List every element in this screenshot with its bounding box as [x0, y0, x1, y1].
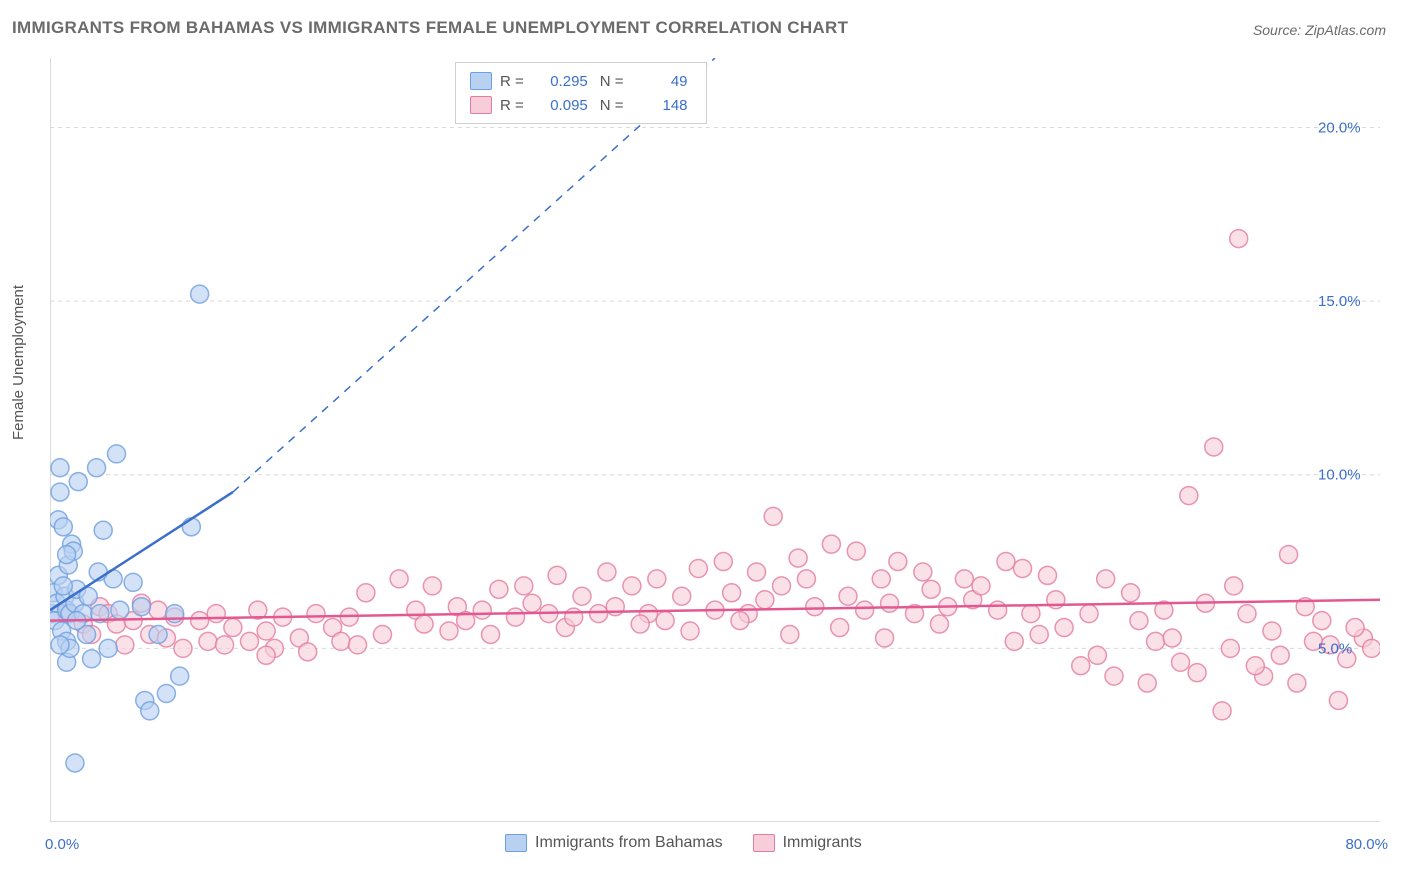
svg-text:20.0%: 20.0% — [1318, 119, 1361, 136]
legend-item-bahamas: Immigrants from Bahamas — [505, 834, 723, 852]
source-label: Source: ZipAtlas.com — [1253, 22, 1386, 38]
legend-row-immigrants: R = 0.095 N = 148 — [470, 93, 692, 117]
y-axis-label: Female Unemployment — [10, 285, 27, 440]
legend-series: Immigrants from Bahamas Immigrants — [505, 834, 862, 852]
legend-correlation: R = 0.295 N = 49 R = 0.095 N = 148 — [455, 62, 707, 124]
chart-title: IMMIGRANTS FROM BAHAMAS VS IMMIGRANTS FE… — [12, 18, 848, 38]
legend-row-bahamas: R = 0.295 N = 49 — [470, 69, 692, 93]
x-max-label: 80.0% — [1345, 836, 1388, 853]
legend-item-immigrants: Immigrants — [753, 834, 862, 852]
svg-text:5.0%: 5.0% — [1318, 640, 1352, 657]
scatter-plot: 5.0% 10.0% 15.0% 20.0% — [50, 58, 1380, 822]
svg-text:10.0%: 10.0% — [1318, 467, 1361, 484]
x-origin-label: 0.0% — [45, 836, 79, 853]
svg-text:15.0%: 15.0% — [1318, 293, 1361, 310]
